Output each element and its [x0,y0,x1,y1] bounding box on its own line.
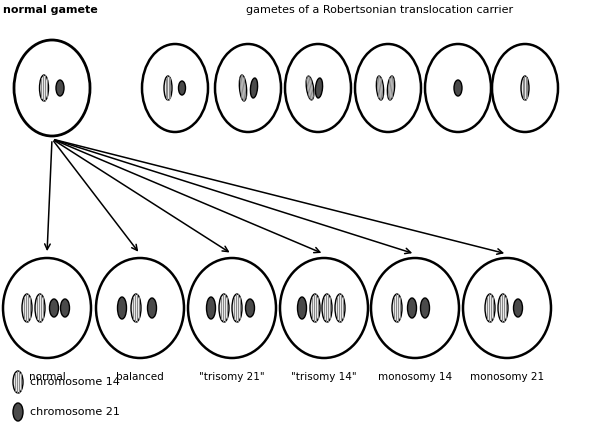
Ellipse shape [335,294,345,322]
Ellipse shape [498,294,508,322]
Text: monosomy 14: monosomy 14 [378,372,452,382]
Ellipse shape [3,258,91,358]
Ellipse shape [39,75,48,101]
Ellipse shape [14,40,90,136]
Text: gametes of a Robertsonian translocation carrier: gametes of a Robertsonian translocation … [246,5,514,15]
Ellipse shape [219,294,229,322]
Ellipse shape [485,294,495,322]
Text: "trisomy 21": "trisomy 21" [199,372,265,382]
Text: balanced: balanced [116,372,164,382]
Ellipse shape [188,258,276,358]
Ellipse shape [355,44,421,132]
Ellipse shape [13,403,23,421]
Ellipse shape [35,294,45,322]
Ellipse shape [61,299,70,317]
Ellipse shape [117,297,126,319]
Ellipse shape [56,80,64,96]
Ellipse shape [392,294,402,322]
Ellipse shape [315,78,322,98]
Ellipse shape [306,76,314,100]
Ellipse shape [322,294,332,322]
Ellipse shape [310,294,320,322]
Ellipse shape [22,294,32,322]
Ellipse shape [285,44,351,132]
Ellipse shape [454,80,462,96]
Ellipse shape [131,294,141,322]
Ellipse shape [297,297,306,319]
Ellipse shape [13,371,23,393]
Text: chromosome 14: chromosome 14 [30,377,120,387]
Ellipse shape [142,44,208,132]
Ellipse shape [463,258,551,358]
Ellipse shape [240,75,247,101]
Text: monosomy 21: monosomy 21 [470,372,544,382]
Ellipse shape [215,44,281,132]
Ellipse shape [492,44,558,132]
Ellipse shape [96,258,184,358]
Ellipse shape [521,76,529,100]
Ellipse shape [147,298,157,318]
Ellipse shape [408,298,417,318]
Ellipse shape [49,299,58,317]
Ellipse shape [376,76,384,100]
Ellipse shape [178,81,185,95]
Ellipse shape [514,299,523,317]
Text: "trisomy 14": "trisomy 14" [291,372,357,382]
Ellipse shape [250,78,257,98]
Ellipse shape [164,76,172,100]
Ellipse shape [371,258,459,358]
Ellipse shape [425,44,491,132]
Ellipse shape [387,76,395,100]
Ellipse shape [421,298,430,318]
Ellipse shape [206,297,216,319]
Text: normal gamete: normal gamete [3,5,98,15]
Text: chromosome 21: chromosome 21 [30,407,120,417]
Ellipse shape [246,299,254,317]
Ellipse shape [280,258,368,358]
Ellipse shape [232,294,242,322]
Text: normal: normal [29,372,66,382]
